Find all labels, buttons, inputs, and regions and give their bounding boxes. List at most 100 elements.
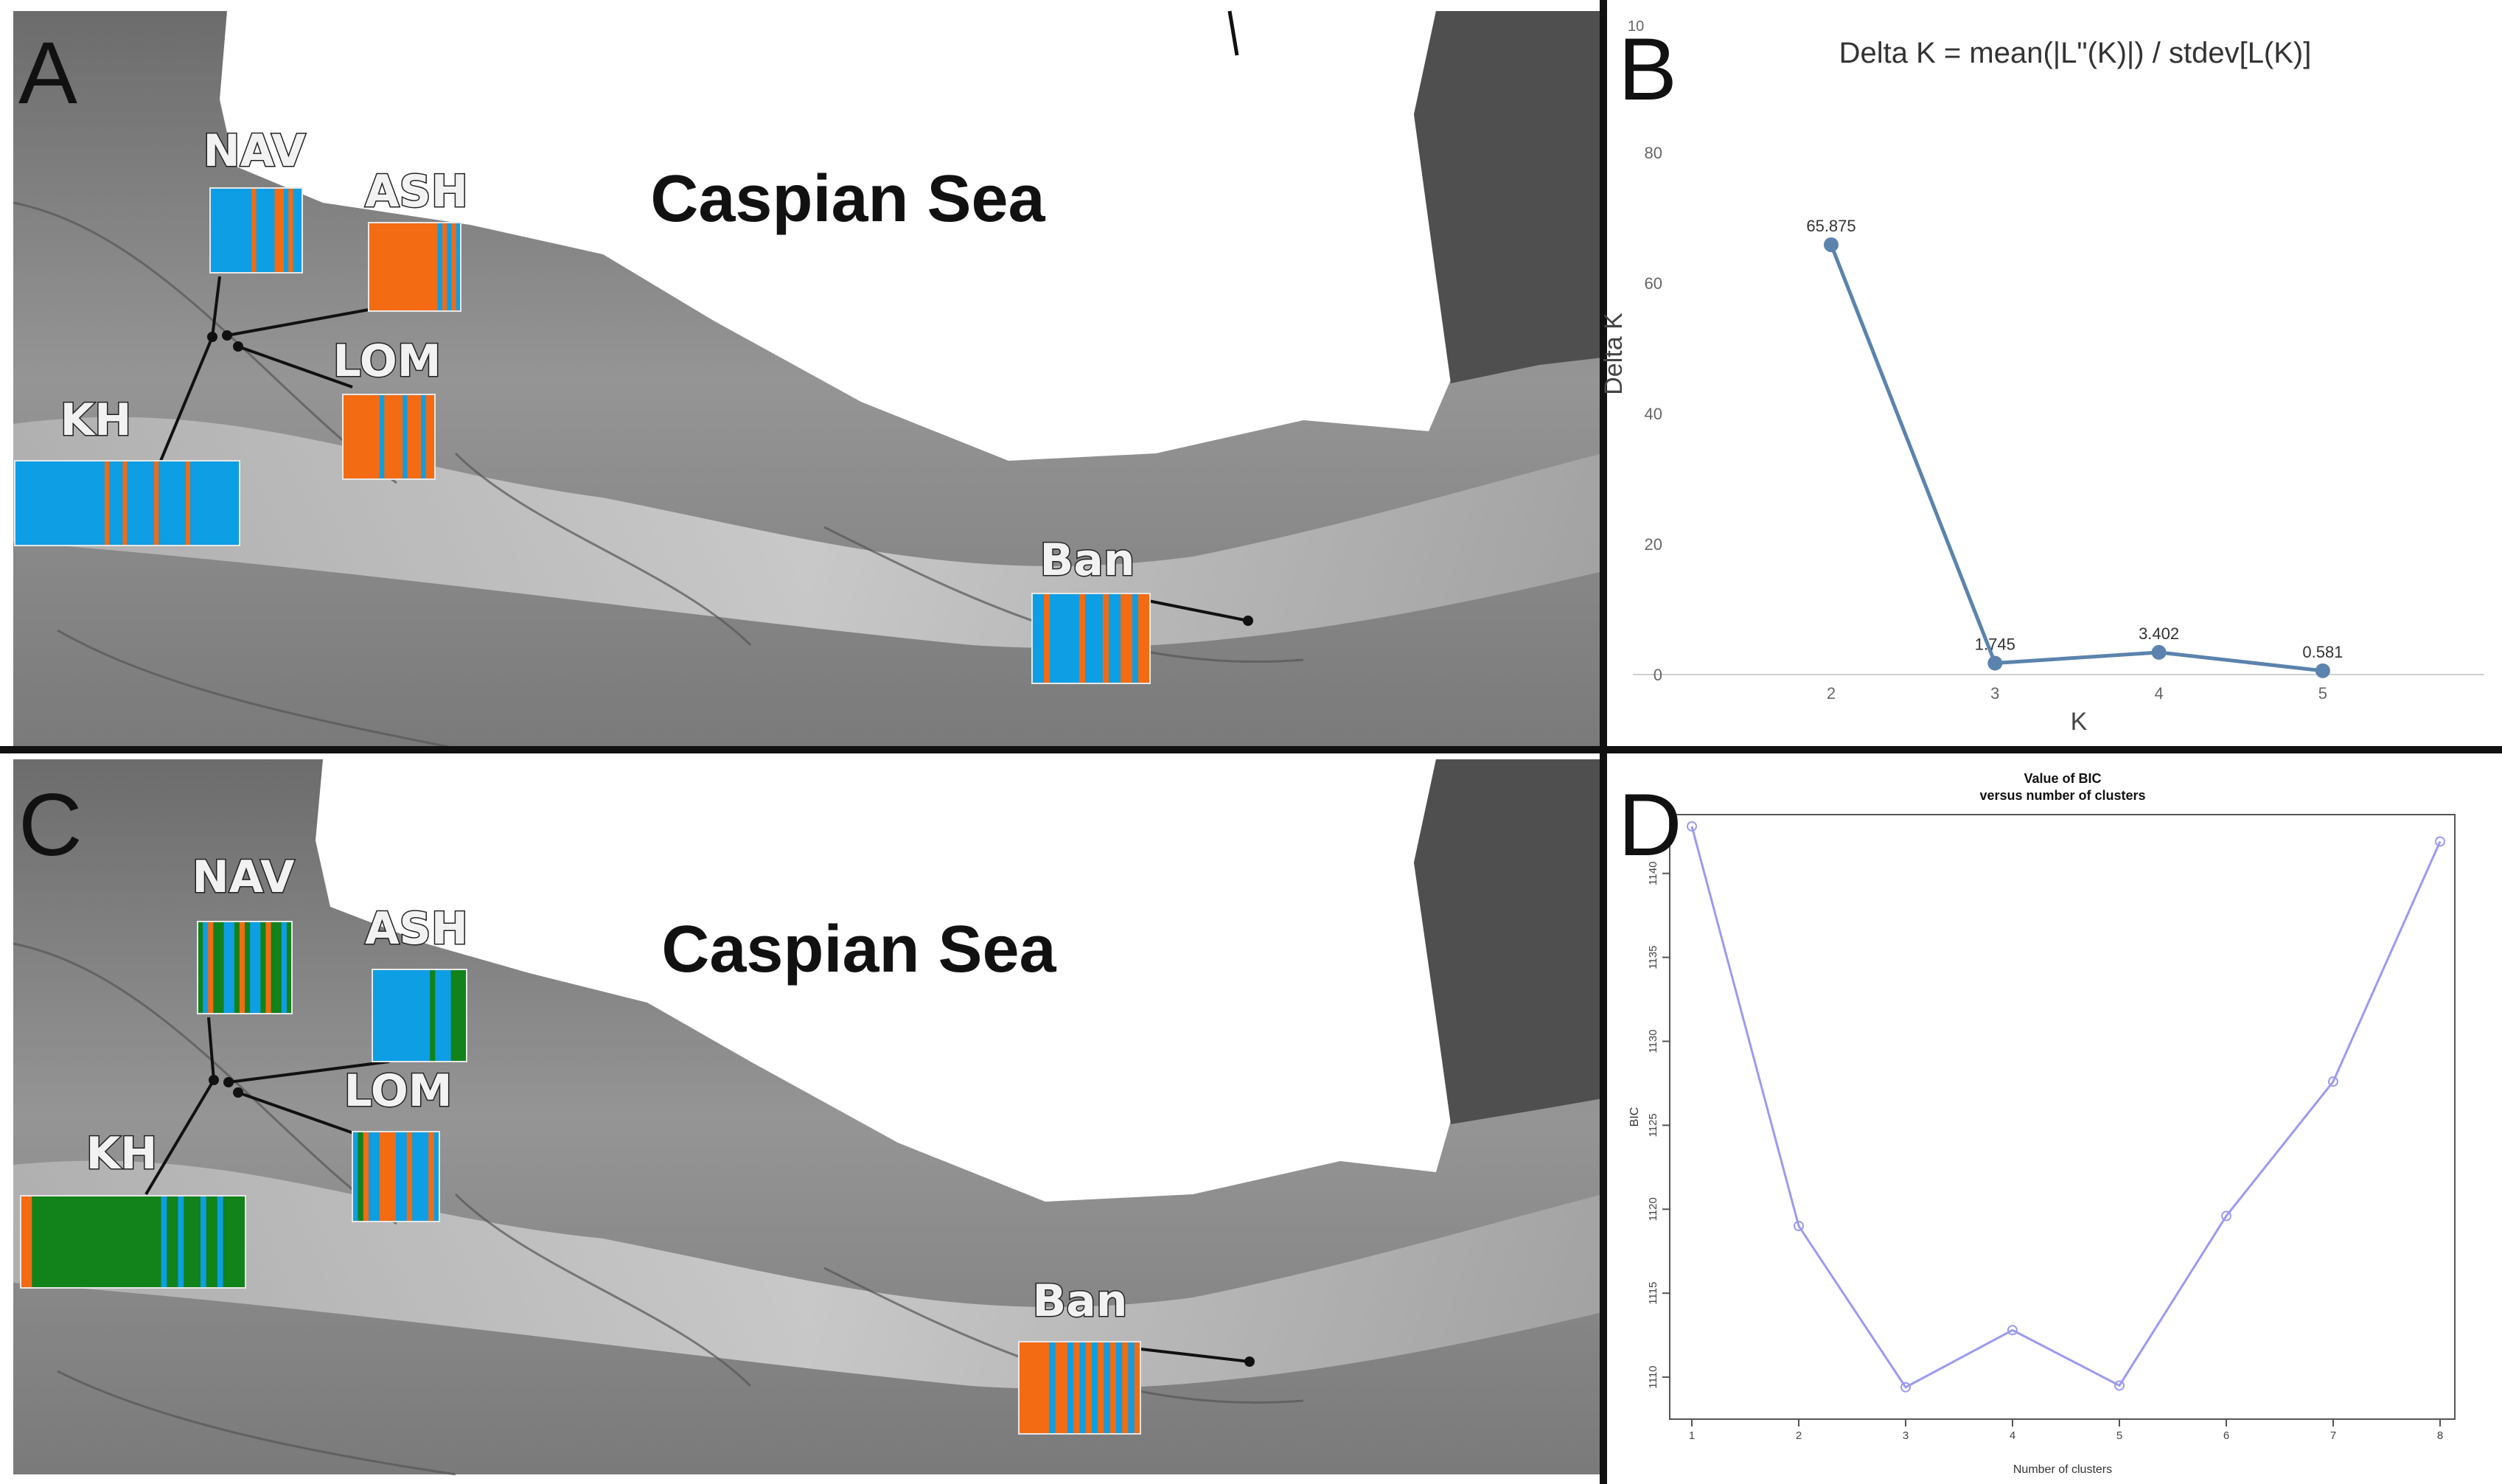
ancestry-bar: [388, 394, 394, 479]
ancestry-bar: [450, 969, 457, 1062]
ancestry-bar: [1091, 593, 1098, 683]
ancestry-bar: [1122, 1342, 1129, 1434]
ancestry-bar: [451, 223, 457, 311]
ancestry-bar: [37, 461, 43, 546]
ancestry-bar: [1079, 1342, 1087, 1434]
ancestry-bar: [178, 1196, 184, 1288]
y-tick-label: 60: [1645, 274, 1662, 293]
ancestry-bar: [203, 922, 209, 1014]
ancestry-bar: [358, 1132, 364, 1222]
ancestry-bar: [199, 461, 204, 546]
ancestry-bar: [430, 969, 436, 1062]
y-tick-label: 1135: [1647, 945, 1659, 969]
ancestry-bar: [284, 188, 289, 273]
x-tick-label: 3: [1990, 684, 1999, 703]
sea-label: Caspian Sea: [650, 162, 1045, 236]
ancestry-bar: [198, 922, 203, 1014]
ancestry-bar: [270, 188, 276, 273]
ancestry-bar: [212, 461, 218, 546]
ancestry-bar: [1025, 1342, 1032, 1434]
chart-panel-b: Delta K = mean(|L"(K)|) / stdev[L(K)] Del…: [1600, 18, 2484, 736]
ancestry-bar: [1038, 593, 1045, 683]
ancestry-bar: [154, 461, 159, 546]
x-tick-label: 2: [1827, 684, 1836, 703]
ancestry-bar: [424, 223, 429, 311]
ancestry-bar: [189, 1196, 195, 1288]
ancestry-bar: [82, 1196, 89, 1288]
ancestry-bar: [412, 1132, 419, 1222]
ancestry-bar: [203, 461, 209, 546]
ancestry-bar: [422, 1132, 429, 1222]
ancestry-bar: [293, 188, 299, 273]
ancestry-bar: [189, 461, 195, 546]
ancestry-bar: [403, 969, 410, 1062]
ancestry-bar: [223, 188, 229, 273]
population-label-nav: NAV: [192, 851, 295, 903]
ancestry-bar: [24, 461, 29, 546]
x-tick-label: 4: [2154, 684, 2163, 703]
structure-plot-lom: [352, 1131, 440, 1222]
panel-label-d: D: [1618, 776, 1682, 874]
ancestry-bar: [217, 461, 223, 546]
ancestry-bar: [144, 461, 150, 546]
y-tick-label: 80: [1645, 144, 1662, 162]
ancestry-bar: [131, 461, 137, 546]
x-tick-label: 2: [1796, 1429, 1802, 1442]
ancestry-bar: [86, 461, 92, 546]
ancestry-bar: [210, 188, 215, 273]
ancestry-bar: [393, 969, 400, 1062]
ancestry-bar: [1092, 1342, 1098, 1434]
ancestry-bar: [374, 1132, 380, 1222]
structure-plot-frame: [209, 187, 303, 274]
ancestry-bar: [391, 223, 397, 311]
ancestry-bar: [1134, 1342, 1141, 1434]
ancestry-bar: [1073, 1342, 1081, 1434]
ancestry-bar: [181, 461, 187, 546]
ancestry-bar: [247, 188, 252, 273]
ancestry-bar: [1044, 593, 1050, 683]
map-a-overlay: Caspian Sea NAV ASH LOM KH Ban: [14, 125, 1151, 684]
ancestry-bar: [388, 969, 394, 1062]
data-point: [2114, 1380, 2125, 1391]
ancestry-bar: [1050, 593, 1056, 683]
ancestry-bar: [430, 394, 436, 479]
ancestry-bar: [215, 188, 220, 273]
ancestry-bar: [32, 1196, 38, 1288]
ancestry-bar: [433, 1132, 440, 1222]
structure-plot-frame: [368, 222, 461, 312]
ancestry-bar: [122, 1196, 128, 1288]
x-axis-label: Number of clusters: [2013, 1463, 2112, 1476]
ancestry-bar: [356, 394, 362, 479]
x-tick-label: 7: [2330, 1429, 2336, 1442]
ancestry-bar: [206, 1196, 212, 1288]
data-point: [1900, 1382, 1911, 1393]
ancestry-bar: [37, 1196, 44, 1288]
ancestry-bar: [1109, 1342, 1117, 1434]
ancestry-bar: [1079, 593, 1086, 683]
ancestry-bar: [456, 223, 461, 311]
ancestry-bar: [158, 461, 164, 546]
ancestry-bar: [1085, 593, 1092, 683]
y-tick-label-top: 10: [1628, 18, 1644, 35]
ancestry-bar: [352, 394, 358, 479]
map-panel-c: [13, 759, 1603, 1476]
ancestry-bar: [105, 1196, 111, 1288]
x-tick-label: 1: [1689, 1429, 1695, 1442]
data-label: 1.745: [1975, 635, 2015, 654]
ancestry-bar: [428, 223, 434, 311]
ancestry-bar: [54, 1196, 60, 1288]
ancestry-bar: [1073, 593, 1080, 683]
ancestry-bar: [435, 969, 442, 1062]
y-tick-label: 1125: [1647, 1113, 1659, 1137]
ancestry-bar: [366, 394, 372, 479]
ancestry-bar: [1043, 1342, 1050, 1434]
ancestry-bar: [396, 1132, 402, 1222]
data-label: 0.581: [2302, 643, 2343, 661]
ancestry-bar: [49, 1196, 55, 1288]
population-label-ash: ASH: [365, 903, 468, 955]
population-label-kh: KH: [60, 394, 132, 446]
ancestry-bar: [167, 461, 173, 546]
ancestry-bar: [405, 223, 411, 311]
ancestry-bar: [26, 1196, 32, 1288]
x-tick-label: 6: [2223, 1429, 2229, 1442]
